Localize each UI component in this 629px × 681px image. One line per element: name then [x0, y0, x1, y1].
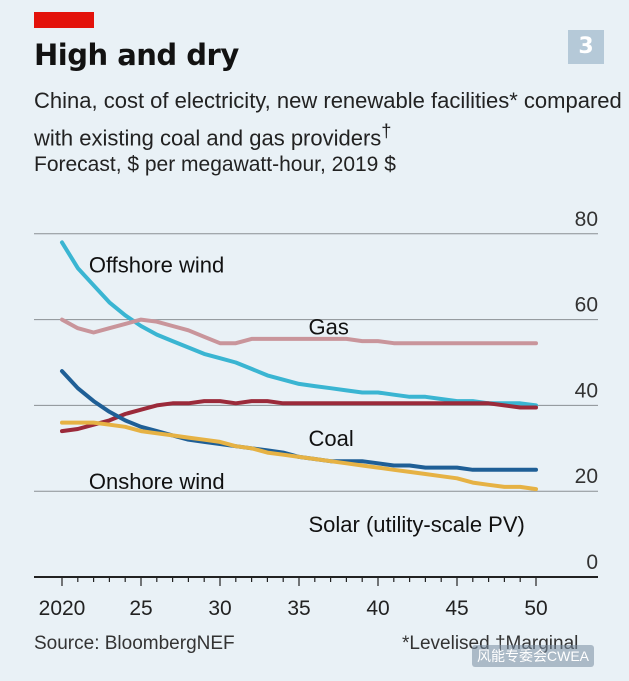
series-label-onshore-wind: Onshore wind — [89, 469, 225, 494]
y-tick-label-0: 0 — [586, 551, 598, 574]
series-line-offshore-wind — [60, 240, 538, 408]
watermark-logo: 风能专委会CWEA — [472, 645, 594, 667]
x-tick-label-2020: 2020 — [39, 597, 86, 620]
y-tick-label-20: 20 — [575, 465, 598, 488]
x-tick-label-2035: 35 — [287, 597, 310, 620]
series-line-solar-utility-scale-pv — [60, 420, 538, 492]
x-tick-label-2045: 45 — [445, 597, 468, 620]
chart-number-badge: 3 — [568, 30, 604, 64]
series-line-coal — [60, 399, 538, 434]
y-tick-label-40: 40 — [575, 379, 598, 402]
series-label-solar-utility-scale-pv: Solar (utility-scale PV) — [308, 512, 524, 537]
y-tick-label-60: 60 — [575, 294, 598, 317]
series-line-gas — [60, 317, 538, 346]
series-label-coal: Coal — [308, 426, 353, 451]
series-label-offshore-wind: Offshore wind — [89, 252, 224, 277]
subtitle-footnote-mark: † — [381, 120, 392, 141]
series-label-gas: Gas — [308, 315, 348, 340]
chart-units: Forecast, $ per megawatt-hour, 2019 $ — [34, 153, 396, 176]
x-tick-label-2025: 25 — [129, 597, 152, 620]
x-tick-label-2040: 40 — [366, 597, 389, 620]
x-tick-label-2050: 50 — [524, 597, 547, 620]
accent-bar — [34, 12, 94, 28]
line-chart: 0 20 40 60 80 2020 25 30 35 40 45 50 Offshore wind Ga… — [34, 208, 598, 620]
source-note: Source: BloombergNEF — [34, 633, 235, 654]
chart-subtitle: China, cost of electricity, new renewabl… — [34, 86, 624, 153]
y-tick-label-80: 80 — [575, 208, 598, 231]
chart-title: High and dry — [34, 38, 239, 72]
x-tick-label-2030: 30 — [208, 597, 231, 620]
subtitle-text: China, cost of electricity, new renewabl… — [34, 88, 622, 151]
